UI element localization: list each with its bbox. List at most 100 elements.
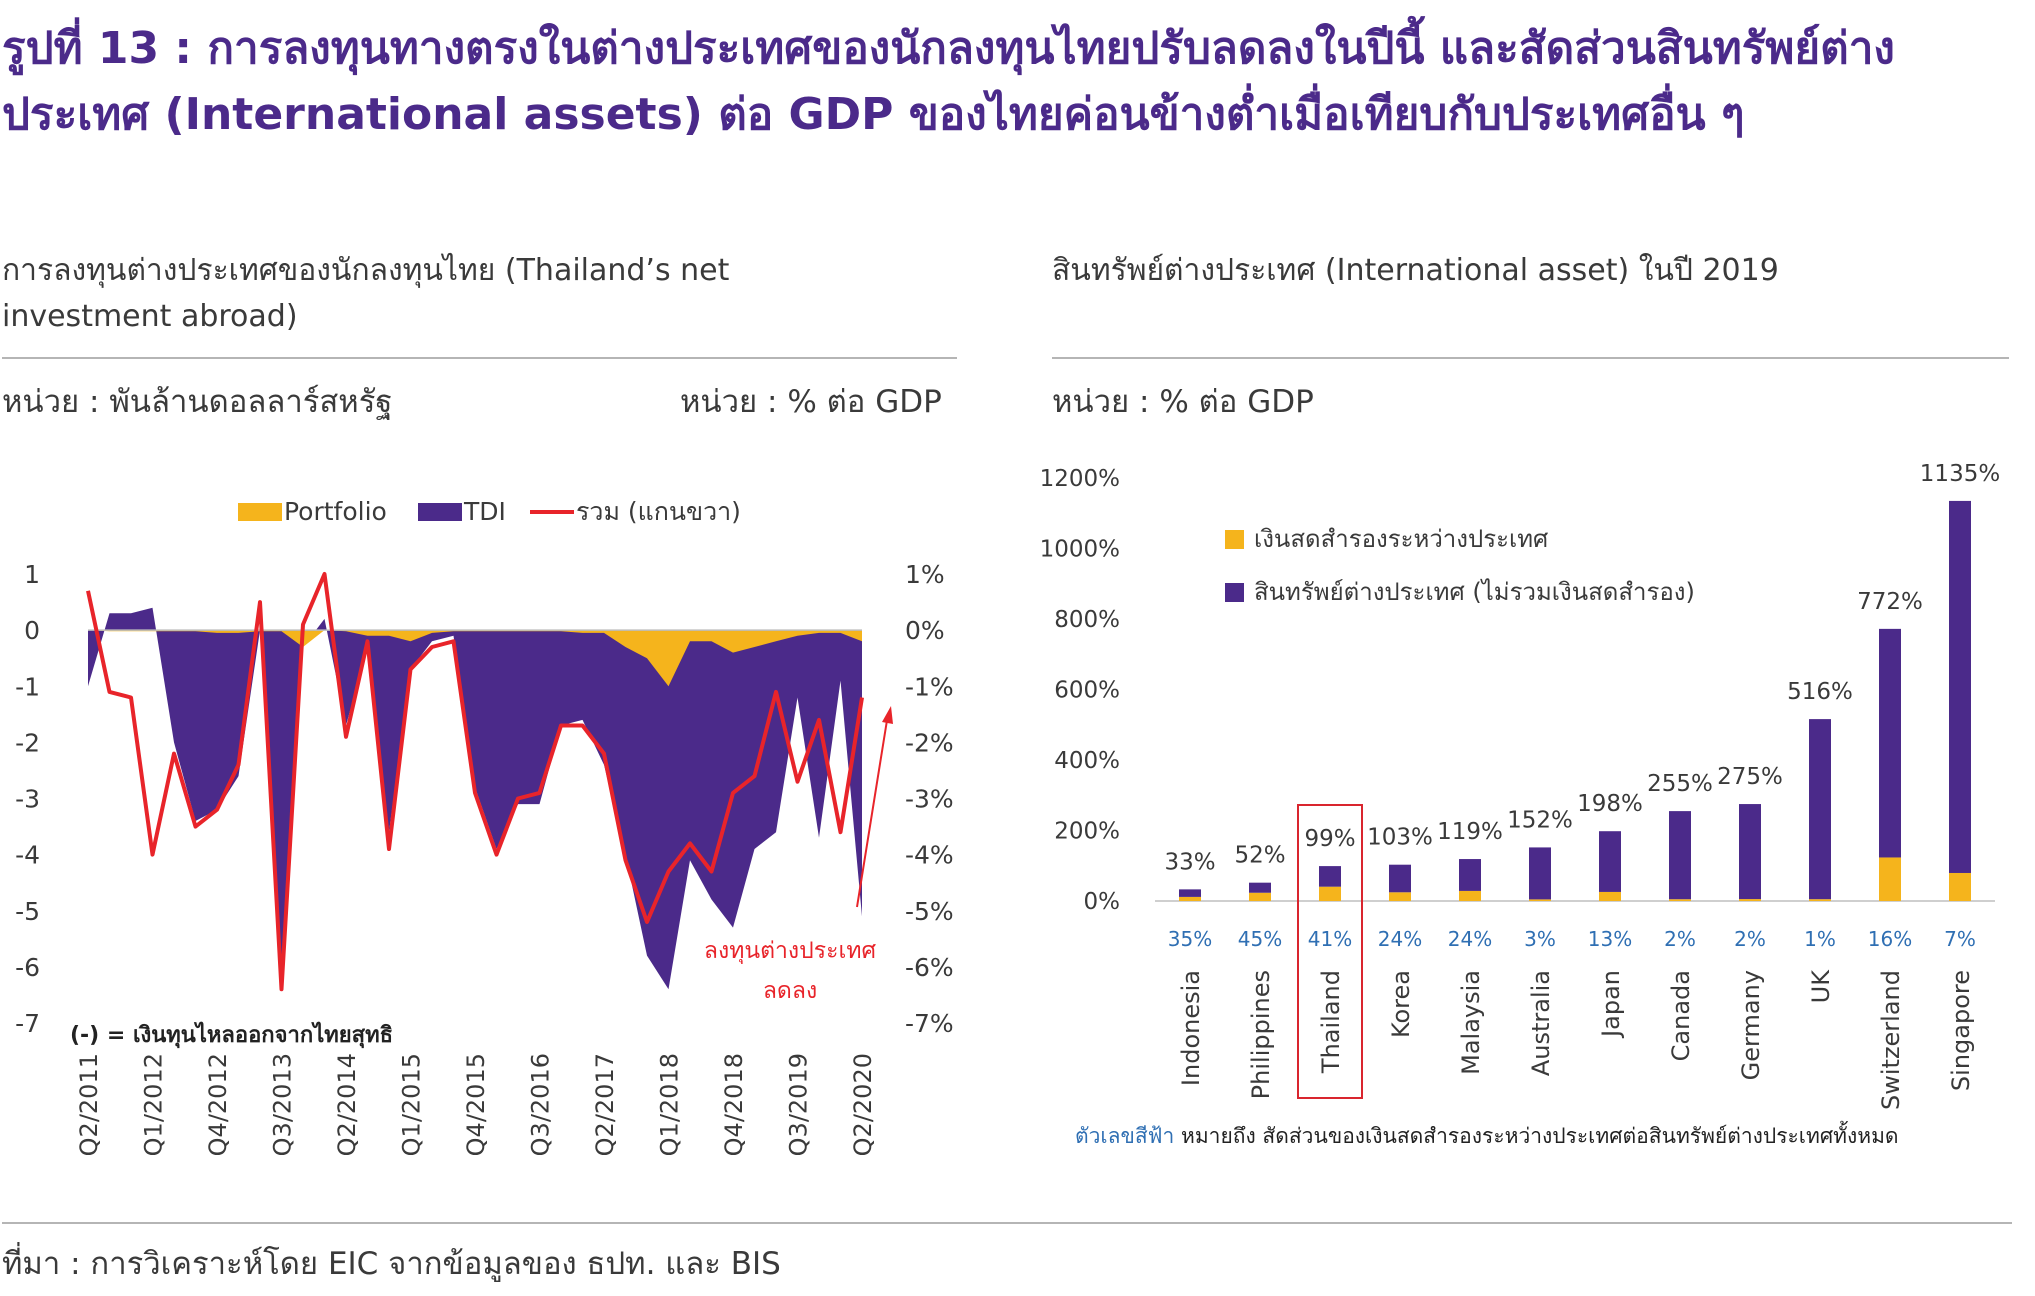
bar-reserves: [1179, 896, 1201, 901]
bar-reserves: [1879, 857, 1901, 901]
bar-total-label: 119%: [1437, 819, 1503, 845]
left-y-tick: -3: [15, 785, 40, 814]
left-y-tick: -4: [15, 841, 40, 870]
bar-group-malaysia: 119% 24% Malaysia: [1437, 819, 1503, 1075]
reserve-share-label: 3%: [1524, 927, 1556, 951]
bar-assets: [1249, 882, 1271, 893]
annotation-line-2: ลดลง: [763, 978, 817, 1004]
bar-group-canada: 255% 2% Canada: [1647, 771, 1713, 1061]
right-y-tick: 1%: [905, 560, 945, 589]
bar-assets: [1599, 831, 1621, 892]
bar-total-label: 275%: [1717, 764, 1783, 790]
bar-y-tick: 0%: [1084, 889, 1121, 915]
x-tick-label: Q1/2018: [656, 1053, 684, 1156]
bar-y-tick: 400%: [1054, 748, 1120, 774]
bar-assets: [1669, 811, 1691, 900]
bar-assets: [1459, 859, 1481, 891]
bar-reserves: [1669, 899, 1691, 901]
category-label: Malaysia: [1457, 970, 1485, 1075]
left-y-tick: 1: [24, 560, 40, 589]
bar-total-label: 1135%: [1920, 461, 2000, 487]
category-label: Switzerland: [1877, 970, 1905, 1110]
bar-total-label: 198%: [1577, 791, 1643, 817]
annotation-arrow-line: [856, 713, 889, 908]
bar-assets: [1879, 628, 1901, 858]
x-tick-label: Q4/2018: [720, 1053, 748, 1156]
thailand-highlight-box: [1297, 804, 1363, 1099]
category-label: Thailand: [1317, 970, 1345, 1074]
left-y-tick: -7: [15, 1009, 40, 1038]
right-y-tick: -1%: [905, 672, 954, 701]
right-y-tick: 0%: [905, 616, 945, 645]
bar-group-thailand: 99% 41% Thailand: [1297, 804, 1363, 1099]
bar-total-label: 772%: [1857, 589, 1923, 615]
right-y-tick: -3%: [905, 785, 954, 814]
note-blue-text: ตัวเลขสีฟ้า: [1075, 1124, 1174, 1148]
bar-group-philippines: 52% 45% Philippines: [1234, 843, 1285, 1100]
x-tick-label: Q1/2012: [140, 1053, 168, 1156]
reserve-share-label: 45%: [1238, 927, 1282, 951]
left-chart-subtitle: การลงทุนต่างประเทศของนักลงทุนไทย (Thaila…: [2, 253, 730, 334]
legend-label-tdi: TDI: [463, 497, 506, 526]
x-tick-label: Q4/2015: [462, 1053, 490, 1156]
reserve-share-label: 2%: [1734, 927, 1766, 951]
bar-assets: [1949, 500, 1971, 873]
legend-swatch-tdi: [418, 503, 462, 521]
right-y-tick: -7%: [905, 1009, 954, 1038]
bar-total-label: 255%: [1647, 771, 1713, 797]
bar-reserves: [1389, 892, 1411, 901]
total-line: [86, 572, 864, 992]
x-tick-label: Q4/2012: [204, 1053, 232, 1156]
right-y-tick: -4%: [905, 841, 954, 870]
x-tick-label: Q1/2015: [398, 1053, 426, 1156]
left-y-tick: -6: [15, 953, 40, 982]
category-label: Korea: [1387, 970, 1415, 1038]
outflow-footnote: (-) = เงินทุนไหลออกจากไทยสุทธิ: [70, 1021, 393, 1049]
reserve-share-label: 35%: [1168, 927, 1212, 951]
right-y-tick: -6%: [905, 953, 954, 982]
reserve-share-label: 2%: [1664, 927, 1696, 951]
x-tick-label: Q2/2011: [75, 1053, 103, 1156]
bar-y-tick: 1200%: [1040, 466, 1120, 492]
international-asset-chart: 1200% 1000% 800% 600% 400% 200% 0% เงินสดสำรองร…: [1040, 461, 2001, 1148]
bar-unit-label: หน่วย : % ต่อ GDP: [1052, 384, 1314, 420]
bar-legend-swatch: [1225, 530, 1244, 549]
bar-group-uk: 516% 1% UK: [1787, 679, 1853, 1003]
bar-reserves: [1739, 899, 1761, 901]
left-y-tick: -5: [15, 897, 40, 926]
bar-assets: [1179, 889, 1201, 897]
bar-reserves: [1809, 899, 1831, 901]
category-label: Indonesia: [1177, 970, 1205, 1086]
bar-total-label: 516%: [1787, 679, 1853, 705]
legend-label-portfolio: Portfolio: [284, 497, 387, 526]
bar-reserves: [1249, 892, 1271, 901]
bar-assets: [1389, 864, 1411, 893]
bar-reserves: [1459, 890, 1481, 901]
right-y-tick: -5%: [905, 897, 954, 926]
bar-total-label: 99%: [1304, 826, 1355, 852]
category-label: Singapore: [1947, 970, 1975, 1091]
x-tick-label: Q3/2016: [527, 1053, 555, 1156]
bar-legend: เงินสดสำรองระหว่างประเทศสินทรัพย์ต่างประ…: [1225, 525, 1695, 606]
bar-legend-label: เงินสดสำรองระหว่างประเทศ: [1254, 525, 1548, 553]
bar-y-tick: 600%: [1054, 678, 1120, 704]
right-divider: [1052, 357, 2009, 359]
bar-group-germany: 275% 2% Germany: [1717, 764, 1783, 1080]
left-divider: [2, 357, 957, 359]
category-label: Australia: [1527, 970, 1555, 1076]
bar-y-tick: 1000%: [1040, 537, 1120, 563]
bar-assets: [1809, 719, 1831, 900]
x-tick-label: Q2/2020: [849, 1053, 877, 1156]
bar-group-switzerland: 772% 16% Switzerland: [1857, 589, 1923, 1110]
footer-divider: [2, 1222, 2012, 1224]
bar-total-label: 152%: [1507, 807, 1573, 833]
x-tick-label: Q2/2017: [591, 1053, 619, 1156]
legend-swatch-portfolio: [238, 503, 282, 521]
bar-reserves: [1599, 891, 1621, 901]
bar-legend-label: สินทรัพย์ต่างประเทศ (ไม่รวมเงินสดสำรอง): [1254, 578, 1695, 606]
reserve-share-label: 13%: [1588, 927, 1632, 951]
category-label: Germany: [1737, 970, 1765, 1080]
legend-label-total: รวม (แกนขวา): [576, 497, 741, 526]
reserve-share-note: ตัวเลขสีฟ้า หมายถึง สัดส่วนของเงินสดสำรอ…: [1075, 1121, 1899, 1148]
category-label: Canada: [1667, 970, 1695, 1061]
